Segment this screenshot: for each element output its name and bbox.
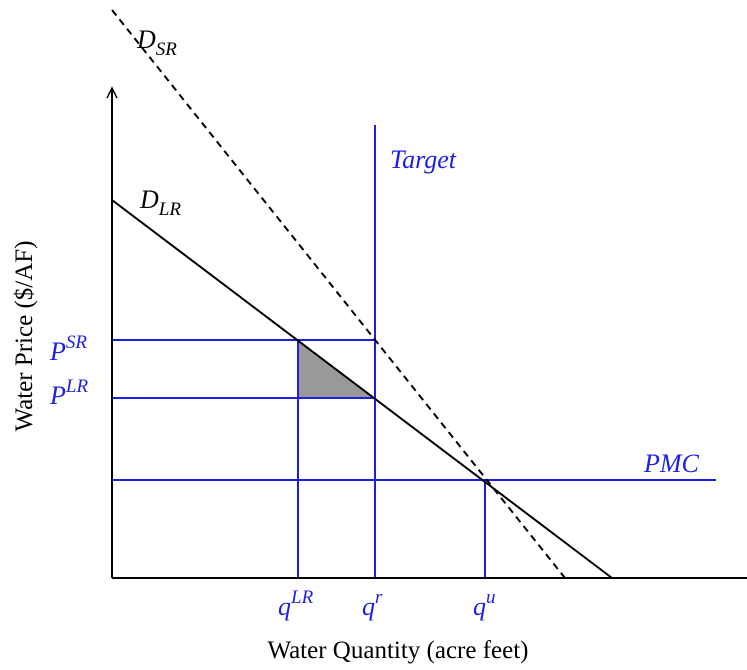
curve-label: DLR xyxy=(139,185,181,220)
demand-short-run xyxy=(111,9,566,579)
symbol: q xyxy=(278,592,291,621)
superscript: SR xyxy=(66,332,88,353)
superscript: LR xyxy=(290,587,314,608)
superscript: u xyxy=(486,587,496,608)
superscript: r xyxy=(375,587,383,608)
x-axis-label: Water Quantity (acre feet) xyxy=(267,637,528,664)
price-label: PLR xyxy=(49,376,88,410)
symbol: q xyxy=(362,592,375,621)
demand-long-run xyxy=(111,199,613,579)
pmc-label: PMC xyxy=(643,449,700,478)
superscript: LR xyxy=(65,376,89,397)
symbol: q xyxy=(473,592,486,621)
symbol: D xyxy=(136,25,156,54)
symbol: D xyxy=(139,185,159,214)
symbol: P xyxy=(49,337,66,366)
quantity-label: qu xyxy=(473,587,496,621)
subscript: LR xyxy=(158,199,182,220)
target-label: Target xyxy=(390,145,457,174)
curve-label: DSR xyxy=(136,25,177,60)
subscript: SR xyxy=(156,39,178,60)
price-label: PSR xyxy=(49,332,87,366)
guide-lines xyxy=(112,125,716,578)
quantity-label: qr xyxy=(362,587,383,621)
quantity-label: qLR xyxy=(278,587,314,621)
axes xyxy=(106,86,747,579)
y-axis-label: Water Price ($/AF) xyxy=(11,241,38,432)
symbol: P xyxy=(49,381,66,410)
y-axis-arrow xyxy=(106,86,118,99)
